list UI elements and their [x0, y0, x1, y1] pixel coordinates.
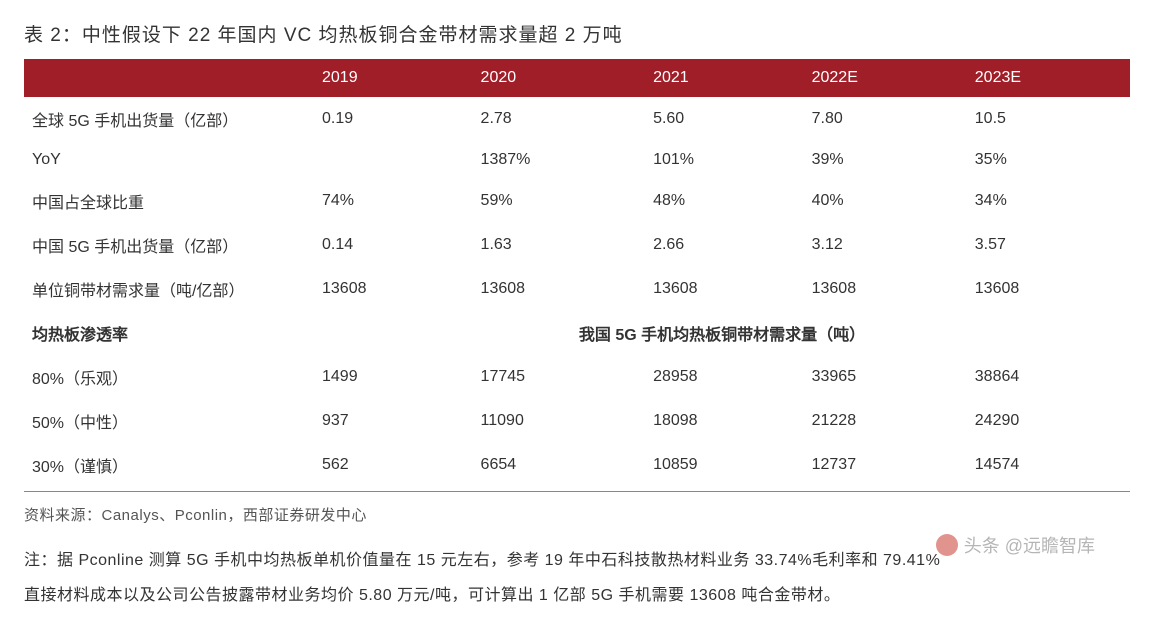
- header-2020: 2020: [473, 59, 646, 97]
- cell: 59%: [473, 179, 646, 223]
- cell: 28958: [645, 355, 804, 399]
- row-label: 50%（中性）: [24, 399, 314, 443]
- watermark-icon: [936, 534, 958, 556]
- cell: 34%: [967, 179, 1130, 223]
- row-label: 单位铜带材需求量（吨/亿部）: [24, 267, 314, 311]
- row-label: 中国占全球比重: [24, 179, 314, 223]
- cell: 10.5: [967, 97, 1130, 141]
- row-label: 中国 5G 手机出货量（亿部）: [24, 223, 314, 267]
- section-center-label: 我国 5G 手机均热板铜带材需求量（吨）: [314, 311, 1130, 355]
- table-row: 中国占全球比重 74% 59% 48% 40% 34%: [24, 179, 1130, 223]
- cell: 21228: [804, 399, 967, 443]
- cell: 6654: [473, 443, 646, 492]
- data-table: 2019 2020 2021 2022E 2023E 全球 5G 手机出货量（亿…: [24, 59, 1130, 492]
- cell: 13608: [314, 267, 473, 311]
- cell: 2.66: [645, 223, 804, 267]
- table-row: 中国 5G 手机出货量（亿部） 0.14 1.63 2.66 3.12 3.57: [24, 223, 1130, 267]
- section-left-label: 均热板渗透率: [24, 311, 314, 355]
- header-2019: 2019: [314, 59, 473, 97]
- cell: 0.14: [314, 223, 473, 267]
- cell: 13608: [473, 267, 646, 311]
- cell: 13608: [967, 267, 1130, 311]
- section-row: 均热板渗透率 我国 5G 手机均热板铜带材需求量（吨）: [24, 311, 1130, 355]
- row-label: 30%（谨慎）: [24, 443, 314, 492]
- cell: 35%: [967, 141, 1130, 179]
- row-label: YoY: [24, 141, 314, 179]
- cell: 48%: [645, 179, 804, 223]
- cell: 0.19: [314, 97, 473, 141]
- source-text: 资料来源：Canalys、Pconlin，西部证券研发中心: [24, 504, 1130, 525]
- cell: 33965: [804, 355, 967, 399]
- cell: 13608: [804, 267, 967, 311]
- cell: 1387%: [473, 141, 646, 179]
- cell: 2.78: [473, 97, 646, 141]
- table-row: 单位铜带材需求量（吨/亿部） 13608 13608 13608 13608 1…: [24, 267, 1130, 311]
- cell: 18098: [645, 399, 804, 443]
- cell: 74%: [314, 179, 473, 223]
- cell: [314, 141, 473, 179]
- note-line-1: 注：据 Pconline 测算 5G 手机中均热板单机价值量在 15 元左右，参…: [24, 552, 940, 569]
- cell: 38864: [967, 355, 1130, 399]
- table-row: 80%（乐观） 1499 17745 28958 33965 38864: [24, 355, 1130, 399]
- row-label: 80%（乐观）: [24, 355, 314, 399]
- watermark-text: 头条 @远瞻智库: [964, 532, 1095, 558]
- cell: 3.12: [804, 223, 967, 267]
- cell: 40%: [804, 179, 967, 223]
- cell: 3.57: [967, 223, 1130, 267]
- note-line-2: 直接材料成本以及公司公告披露带材业务均价 5.80 万元/吨，可计算出 1 亿部…: [24, 587, 840, 604]
- cell: 1.63: [473, 223, 646, 267]
- header-2023e: 2023E: [967, 59, 1130, 97]
- header-row: 2019 2020 2021 2022E 2023E: [24, 59, 1130, 97]
- cell: 7.80: [804, 97, 967, 141]
- header-2021: 2021: [645, 59, 804, 97]
- cell: 17745: [473, 355, 646, 399]
- header-blank: [24, 59, 314, 97]
- cell: 5.60: [645, 97, 804, 141]
- cell: 101%: [645, 141, 804, 179]
- watermark: 头条 @远瞻智库: [936, 532, 1095, 558]
- cell: 1499: [314, 355, 473, 399]
- cell: 39%: [804, 141, 967, 179]
- cell: 24290: [967, 399, 1130, 443]
- cell: 562: [314, 443, 473, 492]
- cell: 14574: [967, 443, 1130, 492]
- table-row: 30%（谨慎） 562 6654 10859 12737 14574: [24, 443, 1130, 492]
- cell: 11090: [473, 399, 646, 443]
- cell: 10859: [645, 443, 804, 492]
- table-row: 全球 5G 手机出货量（亿部） 0.19 2.78 5.60 7.80 10.5: [24, 97, 1130, 141]
- cell: 13608: [645, 267, 804, 311]
- cell: 937: [314, 399, 473, 443]
- table-row: 50%（中性） 937 11090 18098 21228 24290: [24, 399, 1130, 443]
- header-2022e: 2022E: [804, 59, 967, 97]
- row-label: 全球 5G 手机出货量（亿部）: [24, 97, 314, 141]
- table-row: YoY 1387% 101% 39% 35%: [24, 141, 1130, 179]
- table-title: 表 2：中性假设下 22 年国内 VC 均热板铜合金带材需求量超 2 万吨: [24, 20, 1130, 47]
- cell: 12737: [804, 443, 967, 492]
